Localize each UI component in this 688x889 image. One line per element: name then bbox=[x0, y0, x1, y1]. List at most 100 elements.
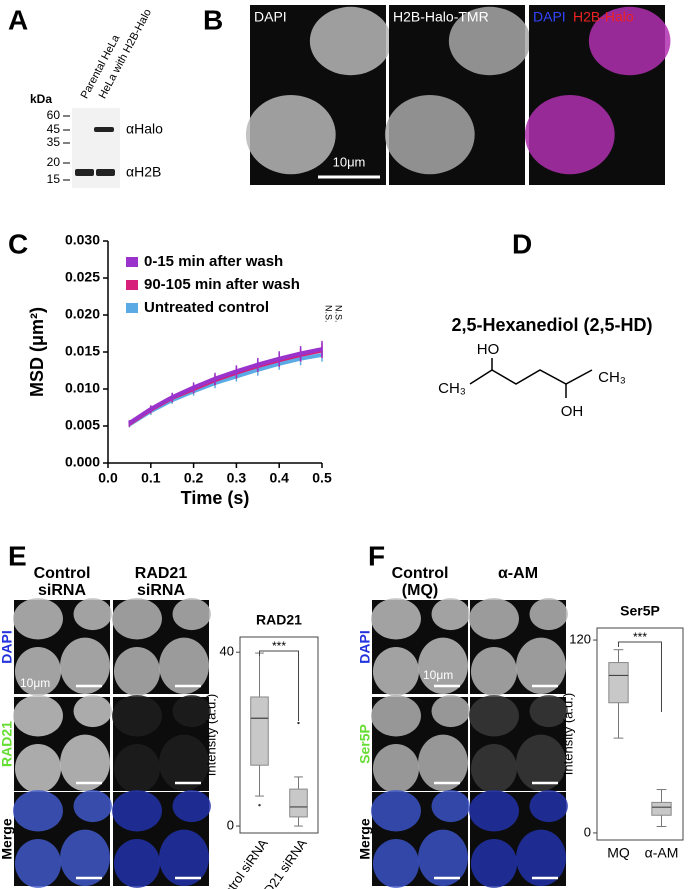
nucleus bbox=[112, 695, 162, 737]
nucleus bbox=[524, 95, 615, 175]
channel-label: H2B-Halo-TMR bbox=[393, 9, 489, 25]
row-label: DAPI bbox=[0, 630, 15, 663]
panel-label: E bbox=[8, 540, 27, 571]
x-tick-label: 0.4 bbox=[269, 470, 289, 486]
nucleus bbox=[113, 744, 161, 793]
scale-bar-label: 10μm bbox=[423, 668, 453, 682]
nucleus bbox=[309, 6, 392, 76]
panel-label: D bbox=[512, 228, 532, 259]
nucleus bbox=[14, 839, 62, 888]
nucleus bbox=[529, 695, 568, 728]
blot-band bbox=[75, 169, 94, 176]
chart-title: RAD21 bbox=[256, 612, 302, 628]
band-label: αH2B bbox=[126, 164, 161, 180]
nucleus bbox=[469, 695, 519, 737]
box bbox=[289, 788, 308, 818]
y-tick-label: 0 bbox=[584, 824, 591, 839]
column-label: Control bbox=[34, 565, 91, 582]
nucleus bbox=[371, 598, 421, 640]
outlier bbox=[297, 721, 300, 725]
y-tick-label: 40 bbox=[220, 644, 234, 659]
nucleus bbox=[529, 790, 568, 823]
nucleus bbox=[73, 695, 112, 728]
marker-label: 45 bbox=[47, 122, 61, 136]
nucleus bbox=[172, 695, 211, 728]
legend-label: Untreated control bbox=[144, 299, 269, 316]
nucleus bbox=[431, 598, 470, 631]
annotation: *** bbox=[272, 639, 286, 653]
nucleus bbox=[60, 829, 110, 886]
column-label: siRNA bbox=[38, 582, 86, 599]
panel-label: B bbox=[203, 4, 223, 35]
row-label: RAD21 bbox=[0, 721, 15, 767]
row-label: DAPI bbox=[357, 630, 373, 663]
panel-label: A bbox=[8, 4, 28, 35]
nucleus bbox=[172, 790, 211, 823]
nucleus bbox=[113, 647, 161, 696]
panel-label: C bbox=[8, 228, 28, 259]
box bbox=[608, 662, 629, 704]
scale-bar-label: 10μm bbox=[333, 154, 366, 169]
bond bbox=[469, 369, 593, 385]
nucleus bbox=[73, 790, 112, 823]
nucleus bbox=[13, 598, 63, 640]
group: OH bbox=[561, 403, 584, 420]
nucleus bbox=[588, 6, 671, 76]
group: HO bbox=[477, 341, 500, 358]
annotation: N.S. bbox=[334, 305, 344, 323]
significance-bracket bbox=[618, 641, 662, 712]
y-tick-label: 120 bbox=[569, 631, 591, 646]
plot-frame bbox=[239, 636, 319, 834]
nucleus bbox=[470, 839, 518, 888]
nucleus bbox=[372, 839, 420, 888]
nucleus bbox=[372, 744, 420, 793]
compound-name: 2,5-Hexanediol (2,5-HD) bbox=[451, 315, 652, 335]
nucleus bbox=[448, 6, 531, 76]
panel-label: F bbox=[368, 540, 385, 571]
nucleus bbox=[13, 790, 63, 832]
group: CH₃ bbox=[438, 380, 466, 397]
x-tick-label: α-AM bbox=[645, 845, 679, 861]
x-axis-label: Time (s) bbox=[181, 488, 250, 508]
column-label: (MQ) bbox=[402, 582, 438, 599]
nucleus bbox=[418, 734, 468, 791]
nucleus bbox=[469, 790, 519, 832]
nucleus bbox=[159, 637, 209, 694]
nucleus bbox=[418, 829, 468, 886]
column-label: siRNA bbox=[137, 582, 185, 599]
nucleus bbox=[469, 598, 519, 640]
y-tick-label: 0.025 bbox=[65, 269, 100, 285]
marker-label: 15 bbox=[47, 172, 61, 186]
nucleus bbox=[516, 734, 566, 791]
legend-label: 0-15 min after wash bbox=[144, 253, 283, 270]
nucleus bbox=[60, 637, 110, 694]
row-label: Ser5P bbox=[357, 724, 373, 764]
x-tick-label: 0.5 bbox=[312, 470, 332, 486]
blot-band bbox=[96, 169, 115, 176]
box bbox=[250, 696, 269, 766]
y-axis-label: Intensity (a.u.) bbox=[203, 694, 218, 776]
column-label: α-AM bbox=[498, 565, 538, 582]
plot-frame bbox=[596, 627, 684, 841]
x-tick-label: 0.1 bbox=[141, 470, 161, 486]
x-tick-label: Control siRNA bbox=[211, 836, 271, 889]
nucleus bbox=[529, 598, 568, 631]
nucleus bbox=[14, 647, 62, 696]
x-tick-label: 0.3 bbox=[227, 470, 247, 486]
y-tick-label: 0.010 bbox=[65, 380, 100, 396]
nucleus bbox=[245, 95, 336, 175]
nucleus bbox=[112, 790, 162, 832]
nucleus bbox=[431, 695, 470, 728]
nucleus bbox=[14, 744, 62, 793]
y-tick-label: 0.020 bbox=[65, 306, 100, 322]
annotation: N.S. bbox=[324, 305, 334, 323]
marker-label: 20 bbox=[47, 155, 61, 169]
significance-bracket bbox=[259, 650, 299, 721]
nucleus bbox=[371, 790, 421, 832]
legend-swatch bbox=[126, 303, 138, 313]
channel-label: H2B-Halo bbox=[573, 9, 634, 25]
nucleus bbox=[372, 647, 420, 696]
nucleus bbox=[159, 829, 209, 886]
nucleus bbox=[73, 598, 112, 631]
